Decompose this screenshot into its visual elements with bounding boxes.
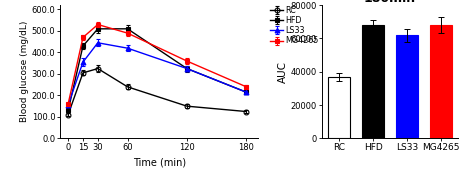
Bar (328, 77, 350, 138)
Legend: RC, HFD, LS33, MG4265: RC, HFD, LS33, MG4265 (267, 3, 322, 49)
Bar (396, 35, 418, 138)
Bar (362, 25, 384, 138)
Title: 180min: 180min (364, 0, 416, 5)
Y-axis label: Blood glucose (mg/dL): Blood glucose (mg/dL) (20, 21, 29, 122)
X-axis label: Time (min): Time (min) (132, 158, 186, 168)
Bar (430, 25, 452, 138)
Y-axis label: AUC: AUC (278, 61, 288, 83)
